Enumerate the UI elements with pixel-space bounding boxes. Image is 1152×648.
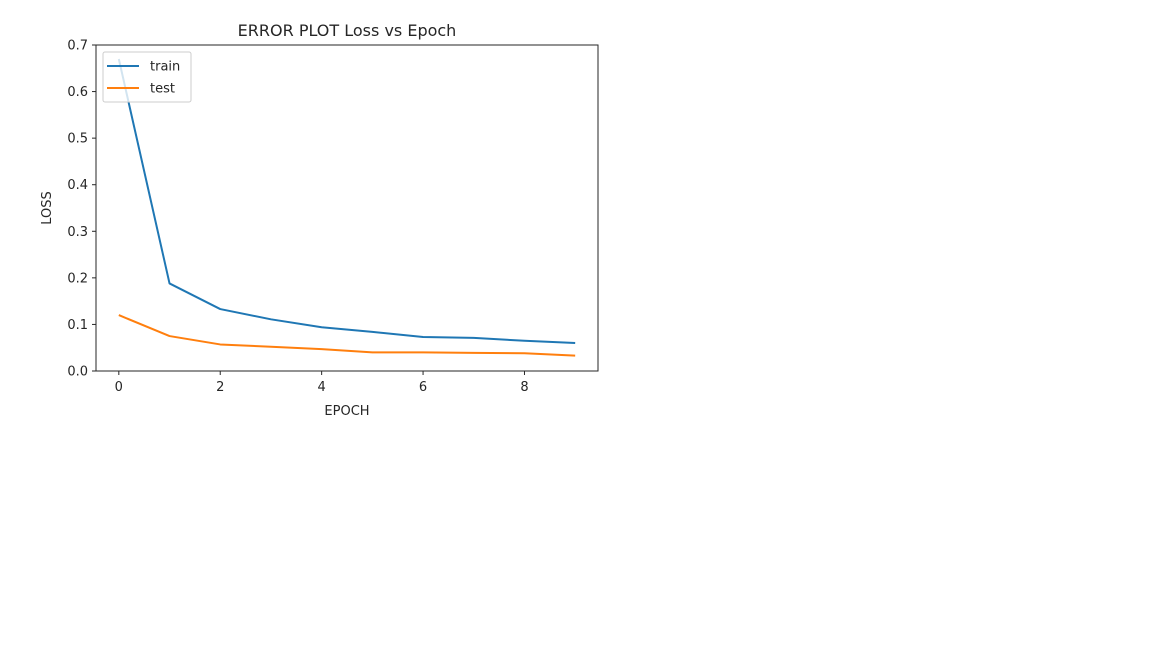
y-tick-label: 0.4 bbox=[67, 178, 88, 193]
x-axis-label: EPOCH bbox=[324, 404, 369, 419]
x-tick-label: 2 bbox=[216, 380, 224, 395]
legend-label-test: test bbox=[150, 82, 175, 97]
legend-label-train: train bbox=[150, 60, 180, 75]
x-tick-label: 6 bbox=[419, 380, 427, 395]
y-axis-label: LOSS bbox=[40, 191, 55, 225]
x-tick-label: 4 bbox=[318, 380, 326, 395]
series-line-test bbox=[118, 314, 576, 357]
x-tick-label: 8 bbox=[520, 380, 528, 395]
legend: train test bbox=[102, 51, 192, 103]
y-tick-label: 0.3 bbox=[67, 225, 88, 240]
legend-box bbox=[102, 51, 192, 103]
x-tick-label: 0 bbox=[115, 380, 123, 395]
x-axis-ticks: 0 2 4 6 8 bbox=[115, 371, 529, 395]
y-tick-label: 0.6 bbox=[67, 85, 88, 100]
chart-title: ERROR PLOT Loss vs Epoch bbox=[238, 21, 457, 40]
series-lines bbox=[117, 58, 576, 357]
y-tick-label: 0.1 bbox=[67, 318, 88, 333]
y-tick-label: 0.2 bbox=[67, 271, 88, 286]
y-axis-ticks: 0.0 0.1 0.2 0.3 0.4 0.5 0.6 0.7 bbox=[67, 39, 96, 380]
plot-frame bbox=[95, 44, 599, 372]
legend-entries: train test bbox=[107, 60, 180, 97]
y-tick-label: 0.0 bbox=[67, 365, 88, 380]
plot-area: 0 2 4 6 8 0.0 0.1 0.2 0.3 0.4 0.5 0.6 0.7 bbox=[67, 39, 599, 395]
y-tick-label: 0.7 bbox=[67, 39, 88, 54]
series-line-train bbox=[117, 58, 576, 345]
y-tick-label: 0.5 bbox=[67, 132, 88, 147]
